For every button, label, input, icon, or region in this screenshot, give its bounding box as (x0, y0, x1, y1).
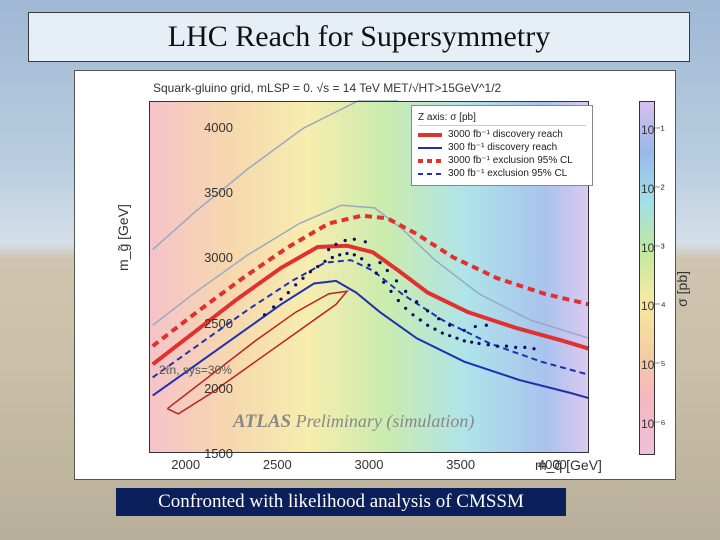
xtick: 4000 (532, 457, 572, 472)
legend: Z axis: σ [pb] 3000 fb⁻¹ discovery reach… (411, 105, 593, 186)
xtick: 3500 (441, 457, 481, 472)
scatter-point (532, 347, 535, 350)
ytick: 2000 (193, 381, 233, 396)
scatter-point (345, 252, 348, 255)
curve (153, 101, 399, 250)
scatter-point (309, 270, 312, 273)
scatter-point (395, 279, 398, 282)
ytick: 4000 (193, 120, 233, 135)
scatter-point (523, 346, 526, 349)
caption-text: Confronted with likelihood analysis of C… (158, 491, 524, 513)
scatter-point (331, 256, 334, 259)
title-box: LHC Reach for Supersymmetry (28, 12, 690, 62)
scatter-point (272, 305, 275, 308)
scatter-point (441, 331, 444, 334)
scatter-point (448, 334, 451, 337)
xtick: 2500 (257, 457, 297, 472)
scatter-point (470, 341, 473, 344)
scatter-point (353, 253, 356, 256)
scatter-point (367, 264, 370, 267)
caption-box: Confronted with likelihood analysis of C… (116, 488, 566, 516)
scatter-point (463, 339, 466, 342)
scatter-point (364, 240, 367, 243)
scatter-point (344, 239, 347, 242)
ytick: 3000 (193, 250, 233, 265)
colorbar-tick: 10⁻⁶ (641, 417, 675, 431)
legend-item: 3000 fb⁻¹ discovery reach (418, 129, 586, 140)
scatter-point (426, 324, 429, 327)
scatter-point (404, 290, 407, 293)
scatter-point (415, 300, 418, 303)
scatter-point (487, 343, 490, 346)
scatter-point (378, 261, 381, 264)
scatter-point (382, 281, 385, 284)
scatter-point (353, 238, 356, 241)
colorbar-tick: 10⁻⁴ (641, 299, 675, 313)
colorbar-label: σ [pb] (674, 271, 690, 307)
scatter-point (505, 344, 508, 347)
scatter-point (338, 253, 341, 256)
scatter-point (411, 313, 414, 316)
scatter-point (455, 337, 458, 340)
scatter-point (334, 243, 337, 246)
scatter-point (263, 313, 266, 316)
page-title: LHC Reach for Supersymmetry (168, 20, 550, 54)
colorbar-tick: 10⁻² (641, 182, 675, 196)
scatter-point (287, 291, 290, 294)
scatter-point (477, 342, 480, 345)
scatter-point (404, 307, 407, 310)
scatter-point (294, 283, 297, 286)
xtick: 3000 (349, 457, 389, 472)
scatter-point (375, 271, 378, 274)
colorbar (639, 101, 655, 455)
ytick: 3500 (193, 185, 233, 200)
sys-label: 2ℓn, sys=30% (159, 363, 232, 377)
scatter-point (389, 290, 392, 293)
scatter-point (327, 248, 330, 251)
legend-header: Z axis: σ [pb] (418, 112, 476, 123)
scatter-point (514, 346, 517, 349)
scatter-point (463, 329, 466, 332)
scatter-point (496, 344, 499, 347)
scatter-point (448, 324, 451, 327)
legend-item: 300 fb⁻¹ discovery reach (418, 142, 586, 153)
scatter-point (397, 299, 400, 302)
colorbar-tick: 10⁻¹ (641, 123, 675, 137)
legend-item: 3000 fb⁻¹ exclusion 95% CL (418, 155, 586, 166)
y-axis-label: m_g̃ [GeV] (115, 204, 131, 271)
scatter-point (360, 257, 363, 260)
scatter-point (301, 277, 304, 280)
colorbar-tick: 10⁻³ (641, 241, 675, 255)
chart-subtitle: Squark-gluino grid, mLSP = 0. √s = 14 Te… (153, 81, 501, 95)
scatter-point (419, 318, 422, 321)
scatter-point (426, 309, 429, 312)
scatter-point (323, 260, 326, 263)
chart-container: Squark-gluino grid, mLSP = 0. √s = 14 Te… (74, 70, 676, 480)
scatter-point (433, 328, 436, 331)
ytick: 2500 (193, 316, 233, 331)
scatter-point (474, 325, 477, 328)
scatter-point (386, 269, 389, 272)
legend-item: 300 fb⁻¹ exclusion 95% CL (418, 168, 586, 179)
xtick: 2000 (166, 457, 206, 472)
colorbar-tick: 10⁻⁵ (641, 358, 675, 372)
scatter-point (485, 324, 488, 327)
scatter-point (279, 298, 282, 301)
scatter-point (437, 317, 440, 320)
atlas-label: ATLAS Preliminary (simulation) (233, 411, 474, 433)
scatter-point (316, 265, 319, 268)
